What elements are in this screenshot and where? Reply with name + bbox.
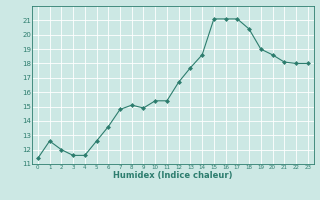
- X-axis label: Humidex (Indice chaleur): Humidex (Indice chaleur): [113, 171, 233, 180]
